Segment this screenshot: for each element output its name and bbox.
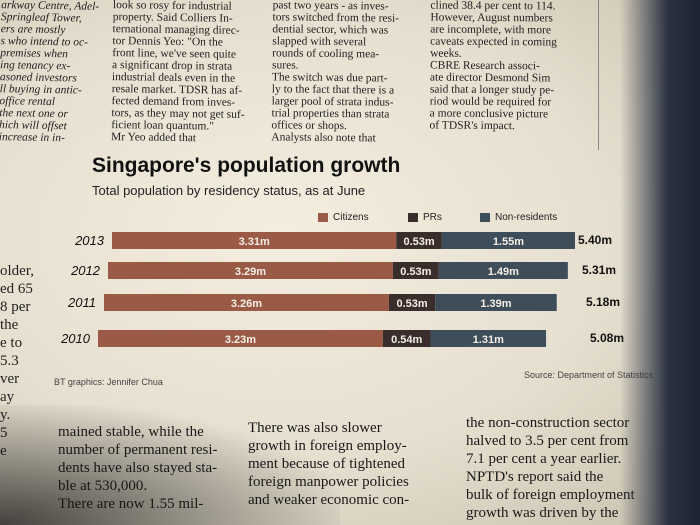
bar-value-label: 3.29m: [235, 266, 266, 278]
bar-row-2011: 2011 3.26m 0.53m 1.39m 5.18m: [67, 294, 620, 311]
bar-row-2013: 2013 3.31m 0.53m 1.55m 5.40m: [74, 232, 612, 249]
total-label: 5.08m: [590, 331, 624, 345]
text-line: 5.3: [0, 353, 19, 369]
text-line: ed 65: [0, 281, 33, 297]
bar-value-label: 1.31m: [473, 334, 504, 346]
bar-prs-2010: [382, 330, 431, 347]
bar-value-label: 3.26m: [231, 298, 262, 310]
bar-value-label: 0.53m: [403, 236, 434, 248]
legend-item: Citizens: [318, 212, 369, 223]
bar-non-residents-2011: [435, 294, 557, 311]
bar-value-label: 0.53m: [396, 298, 427, 310]
chart-title: Singapore's population growth: [92, 154, 401, 177]
text-line: older,: [0, 263, 34, 279]
source-credit: Source: Department of Statistics: [524, 370, 654, 380]
hand-shadow: [0, 405, 340, 525]
bar-value-label: 1.55m: [493, 236, 524, 248]
bar-prs-2011: [388, 294, 436, 311]
legend-swatch: [318, 213, 328, 222]
text-line: 8 per: [0, 299, 31, 315]
year-label: 2012: [70, 263, 101, 278]
text-line: e to: [0, 335, 23, 351]
legend-swatch: [408, 213, 418, 222]
bar-citizens-2012: [108, 262, 393, 279]
bar-value-label: 1.39m: [480, 298, 511, 310]
legend-label: Citizens: [333, 212, 369, 223]
bar-non-residents-2010: [430, 330, 547, 347]
total-label: 5.18m: [586, 295, 620, 309]
text-line: bulk of foreign employment: [466, 487, 635, 503]
bar-prs-2012: [392, 262, 439, 279]
total-label: 5.31m: [582, 263, 616, 277]
bar-prs-2013: [396, 232, 442, 249]
text-line: the non-construction sector: [466, 415, 630, 431]
bar-non-residents-2013: [441, 232, 576, 249]
total-label: 5.40m: [578, 233, 612, 247]
year-label: 2013: [74, 233, 105, 248]
column-rule-top: [598, 0, 599, 150]
legend-item: PRs: [408, 212, 442, 223]
bar-citizens-2010: [98, 330, 383, 347]
dark-background-edge: [620, 0, 700, 525]
text-line: 7.1 per cent a year earlier.: [466, 451, 622, 467]
bar-row-2010: 2010 3.23m 0.54m 1.31m 5.08m: [60, 330, 624, 347]
bar-value-label: 3.23m: [225, 334, 256, 346]
bar-value-label: 1.49m: [488, 266, 519, 278]
bar-value-label: 3.31m: [239, 236, 270, 248]
text-line: halved to 3.5 per cent from: [466, 433, 629, 449]
bar-row-2012: 2012 3.29m 0.53m 1.49m 5.31m: [70, 262, 616, 279]
legend-item: Non-residents: [480, 212, 557, 223]
text-line: the: [0, 317, 19, 333]
legend-swatch: [480, 213, 490, 222]
bar-value-label: 0.53m: [400, 266, 431, 278]
text-line: ay: [0, 389, 15, 405]
bar-non-residents-2012: [438, 262, 568, 279]
year-label: 2011: [67, 295, 96, 310]
bottom-column-3: the non-construction sector halved to 3.5…: [466, 414, 635, 522]
text-line: growth was driven by the: [466, 505, 619, 521]
legend-label: PRs: [423, 212, 442, 223]
chart-subtitle: Total population by residency status, as…: [92, 183, 366, 198]
bar-value-label: 0.54m: [391, 334, 422, 346]
bar-citizens-2013: [112, 232, 397, 249]
legend-label: Non-residents: [495, 212, 558, 223]
text-line: NPTD's report said the: [466, 469, 604, 485]
text-line: ver: [0, 371, 20, 387]
bar-citizens-2011: [104, 294, 389, 311]
year-label: 2010: [60, 331, 91, 346]
graphics-credit: BT graphics: Jennifer Chua: [54, 377, 163, 387]
